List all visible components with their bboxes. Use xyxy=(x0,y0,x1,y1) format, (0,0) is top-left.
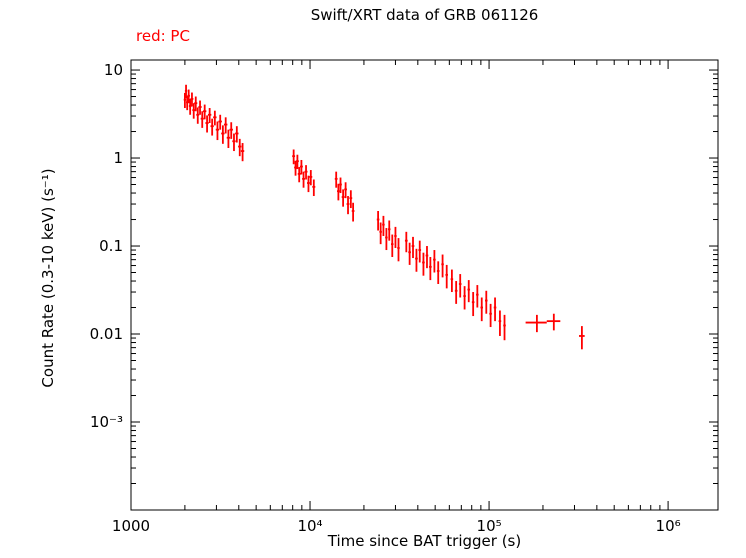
x-tick-label: 10⁶ xyxy=(656,517,681,535)
legend-pc-label: red: PC xyxy=(136,27,190,45)
x-tick-label: 10⁵ xyxy=(477,517,502,535)
y-tick-label: 10 xyxy=(104,61,123,79)
y-tick-label: 1 xyxy=(113,149,123,167)
tick-labels: 1000 10⁴ 10⁵ 10⁶ 10 1 0.1 0.01 10⁻³ xyxy=(90,61,681,535)
y-tick-label: 10⁻³ xyxy=(90,413,123,431)
x-ticks xyxy=(130,60,669,510)
plot-frame xyxy=(130,59,719,511)
x-tick-label: 10⁴ xyxy=(297,517,322,535)
y-ticks xyxy=(131,69,718,511)
y-tick-label: 0.1 xyxy=(99,237,123,255)
y-tick-label: 0.01 xyxy=(90,325,123,343)
y-axis-label: Count Rate (0.3-10 keV) (s⁻¹) xyxy=(39,168,57,388)
chart-title: Swift/XRT data of GRB 061126 xyxy=(310,6,539,24)
x-tick-label: 1000 xyxy=(112,517,150,535)
data-series-pc xyxy=(183,84,585,350)
x-axis-label: Time since BAT trigger (s) xyxy=(327,532,522,550)
